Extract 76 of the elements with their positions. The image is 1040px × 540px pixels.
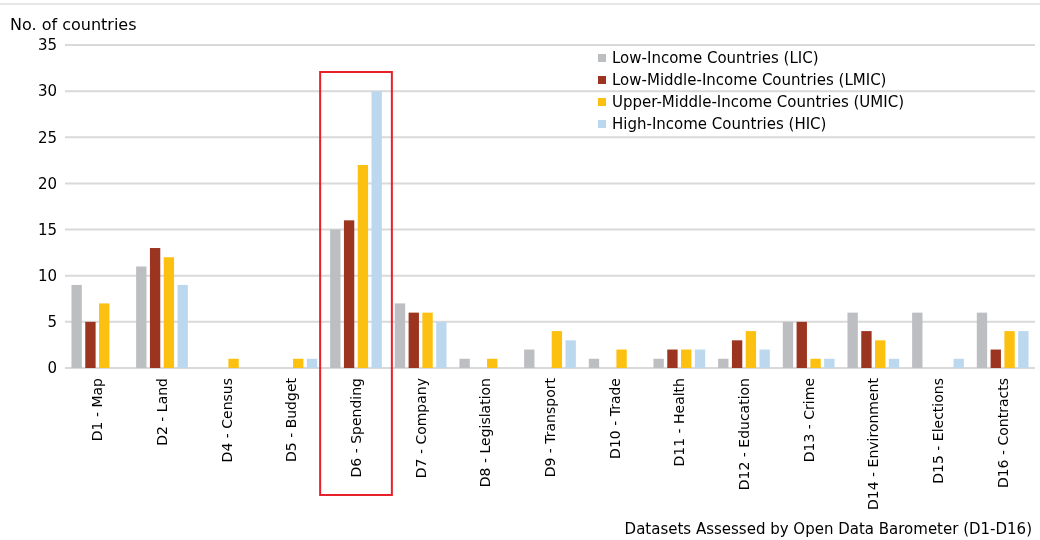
x-tick-label: D15 - Elections bbox=[930, 378, 946, 484]
bar bbox=[1018, 331, 1029, 368]
y-tick-label: 25 bbox=[37, 128, 57, 147]
bar bbox=[912, 312, 923, 368]
legend-label: Upper-Middle-Income Countries (UMIC) bbox=[612, 93, 905, 112]
x-tick-label: D14 - Environment bbox=[865, 377, 882, 510]
y-tick-label: 5 bbox=[47, 313, 57, 332]
x-tick-label: D9 - Transport bbox=[542, 377, 558, 478]
bar bbox=[588, 358, 600, 368]
bar bbox=[694, 349, 706, 368]
bar bbox=[524, 349, 535, 368]
bar bbox=[782, 321, 794, 368]
bar bbox=[653, 358, 664, 368]
bar bbox=[228, 358, 239, 368]
bar bbox=[343, 220, 355, 368]
y-tick-label: 10 bbox=[37, 266, 57, 285]
x-tick-label: D2 - Land bbox=[154, 378, 170, 446]
y-tick-label: 20 bbox=[37, 174, 57, 193]
x-tick-label: D11 - Health bbox=[671, 378, 688, 467]
x-tick-label: D16 - Contracts bbox=[994, 378, 1011, 489]
bar bbox=[422, 312, 433, 368]
bar bbox=[861, 331, 872, 368]
bar bbox=[357, 164, 369, 368]
bar bbox=[875, 340, 886, 368]
bar bbox=[330, 229, 341, 368]
x-tick-label: D7 - Company bbox=[412, 378, 429, 479]
y-tick-label: 35 bbox=[37, 36, 57, 55]
bar bbox=[71, 284, 82, 368]
y-tick-label: 0 bbox=[47, 359, 57, 378]
y-tick-label: 30 bbox=[37, 82, 57, 101]
bar bbox=[667, 349, 678, 368]
bar bbox=[99, 303, 110, 368]
bar bbox=[810, 358, 821, 368]
x-tick-label: D13 - Crime bbox=[800, 378, 817, 463]
bar bbox=[565, 340, 576, 368]
bar bbox=[551, 331, 563, 368]
x-tick-label: D8 - Legislation bbox=[477, 378, 494, 488]
bar bbox=[953, 358, 964, 368]
bar bbox=[306, 358, 318, 368]
bar bbox=[745, 331, 757, 368]
bar bbox=[85, 321, 96, 368]
bar bbox=[487, 358, 498, 368]
bar bbox=[990, 349, 1001, 368]
x-tick-label: D4 - Census bbox=[218, 378, 235, 463]
x-tick-label: D6 - Spending bbox=[348, 378, 364, 478]
bar bbox=[616, 349, 627, 368]
bar bbox=[718, 358, 729, 368]
x-tick-label: D1 - Map bbox=[89, 377, 106, 442]
bar bbox=[888, 358, 900, 368]
legend-label: Low-Middle-Income Countries (LMIC) bbox=[612, 71, 887, 90]
x-tick-label: D12 - Education bbox=[736, 378, 752, 491]
x-tick-label: D5 - Budget bbox=[283, 377, 300, 462]
bar bbox=[796, 321, 807, 368]
legend-label: Low-Income Countries (LIC) bbox=[612, 49, 819, 68]
legend-label: High-Income Countries (HIC) bbox=[612, 115, 827, 134]
bar bbox=[371, 91, 382, 368]
bar bbox=[847, 312, 858, 368]
bar bbox=[136, 266, 147, 368]
bar bbox=[681, 349, 692, 368]
bar bbox=[976, 312, 988, 368]
bar bbox=[149, 248, 161, 368]
bar bbox=[408, 312, 419, 368]
x-tick-label: D10 - Trade bbox=[606, 378, 623, 459]
x-axis-title: Datasets Assessed by Open Data Barometer (D1-D16) bbox=[624, 520, 1032, 538]
y-tick-label: 15 bbox=[37, 220, 57, 239]
bar bbox=[436, 321, 447, 368]
bar bbox=[759, 349, 770, 368]
bar bbox=[163, 257, 175, 368]
y-axis-title: No. of countries bbox=[10, 15, 137, 34]
bar bbox=[177, 284, 188, 368]
bar bbox=[459, 358, 470, 368]
bar bbox=[824, 358, 835, 368]
bar bbox=[293, 358, 304, 368]
bar bbox=[1004, 331, 1015, 368]
bar bbox=[731, 340, 743, 368]
bar bbox=[394, 303, 406, 368]
